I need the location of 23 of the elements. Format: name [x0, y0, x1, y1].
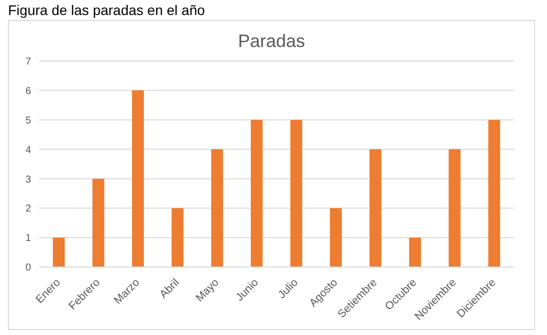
bar [488, 120, 500, 267]
bar [448, 149, 461, 267]
bar [92, 178, 104, 267]
x-tick-label: Julio [276, 276, 300, 302]
text: Figura de las paradas en el año [8, 2, 206, 18]
y-tick-label: 3 [25, 174, 32, 186]
bar [330, 208, 342, 267]
bar [172, 208, 184, 267]
bar [52, 238, 65, 267]
bar [409, 238, 421, 267]
bar [250, 120, 263, 267]
y-tick-label: 5 [25, 115, 32, 126]
y-tick-label: 1 [25, 233, 32, 244]
y-tick-label: 4 [25, 144, 32, 156]
bar [290, 120, 302, 267]
y-tick-label: 2 [25, 204, 32, 215]
y-tick-label: 6 [25, 86, 32, 97]
chart-title: Paradas [236, 31, 306, 53]
y-tick-label: 0 [25, 262, 32, 274]
bar [211, 149, 224, 267]
y-tick-label: 7 [25, 56, 32, 68]
bar [370, 149, 382, 267]
bar [132, 90, 144, 267]
